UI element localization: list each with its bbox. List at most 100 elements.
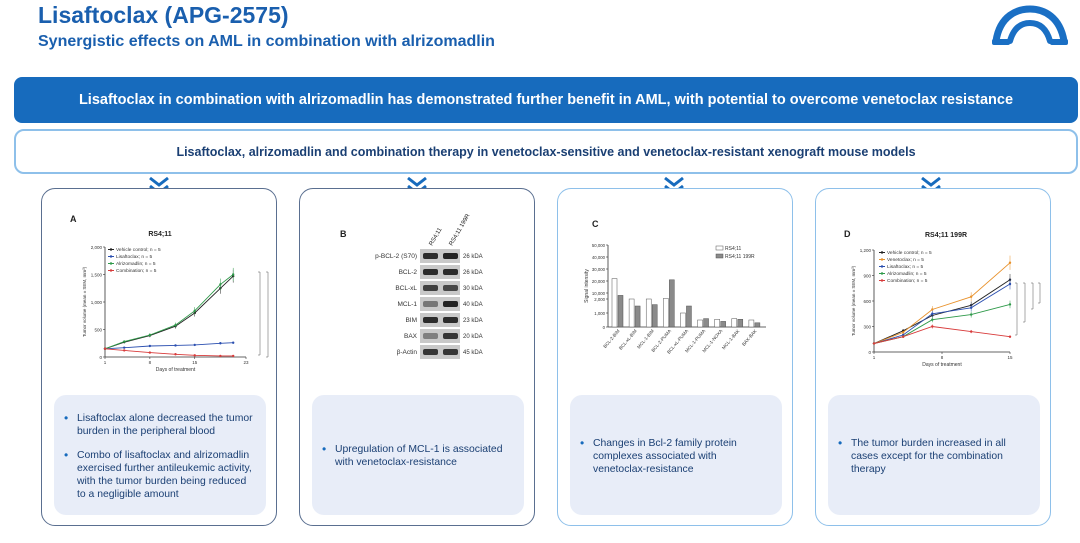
significance-bracket <box>258 271 261 356</box>
data-point <box>931 312 934 315</box>
y-tick-label: 1,000 <box>91 300 103 305</box>
data-point <box>174 344 177 347</box>
legend-marker <box>880 272 884 275</box>
y-tick-label: 10,000 <box>592 291 606 296</box>
blot-band <box>423 349 438 355</box>
blot-kda-label: 45 kDA <box>463 350 483 356</box>
y-tick-label: 300 <box>863 325 871 330</box>
data-point <box>969 295 973 298</box>
bar <box>748 319 755 328</box>
x-axis-label: Days of treatment <box>156 367 196 373</box>
panel-letter-a: A <box>70 214 77 224</box>
y-tick-label: 0 <box>868 350 871 355</box>
blot-column-label: RS4;11 <box>429 226 444 247</box>
blot-row-label: BCL-2 <box>399 269 418 276</box>
bar <box>680 312 686 328</box>
significance-bracket <box>1015 282 1018 336</box>
blot-band <box>423 269 438 275</box>
blot-band <box>443 253 458 259</box>
legend-label: Lisaftoclax; n = 5 <box>116 254 152 260</box>
tumor-volume-chart-rs411: A RS4;11 0 500 1,000 1,500 2,000 1 8 15 23 Days of… <box>70 214 269 373</box>
y-tick-label: 0 <box>99 355 102 360</box>
legend-label: Venetoclax; n = 5 <box>887 257 924 263</box>
panel-c-bullet-1: Changes in Bcl-2 family protein complexe… <box>580 437 772 476</box>
legend-label: RS4;11 199R <box>725 254 755 260</box>
data-point <box>901 331 905 334</box>
panel-a-bullet-2: Combo of lisaftoclax and alrizomadlin ex… <box>64 449 256 501</box>
panel-d-bullet-1: The tumor burden increased in all cases … <box>838 437 1030 476</box>
blot-row-label: β-Actin <box>397 349 418 356</box>
significance-bracket <box>1031 282 1034 310</box>
legend-marker <box>109 255 113 258</box>
bar <box>651 304 658 328</box>
panel-a-notes: Lisaftoclax alone decreased the tumor bu… <box>54 395 266 515</box>
legend-marker <box>109 269 113 272</box>
y-axis-label: Tumor volume (mean ± SEM, mm³) <box>851 265 856 336</box>
page-subtitle: Synergistic effects on AML in combinatio… <box>38 33 495 50</box>
blot-row-label: p-BCL-2 (S70) <box>375 253 417 260</box>
x-axis-label: Days of treatment <box>922 362 962 368</box>
series-line <box>104 275 234 350</box>
panel-b-bullet-1: Upregulation of MCL-1 is associated with… <box>322 443 514 469</box>
y-tick-label: 900 <box>863 274 871 279</box>
data-point <box>193 354 196 357</box>
bar <box>669 279 675 328</box>
data-point <box>193 343 196 347</box>
blot-band <box>443 269 458 275</box>
data-point <box>931 318 934 321</box>
data-point <box>123 346 126 349</box>
study-description-banner: Lisaftoclax, alrizomadlin and combinatio… <box>14 129 1078 174</box>
bar <box>731 318 738 328</box>
legend-marker <box>880 258 884 261</box>
panel-d: D RS4;11 199R 0 300 600 900 1,200 1 8 15 Days of … <box>815 188 1051 526</box>
significance-bracket <box>266 271 269 358</box>
data-point <box>1008 261 1012 264</box>
x-tick-label: 15 <box>192 360 198 365</box>
x-tick-label: MCL-1-BAK <box>721 328 741 351</box>
blot-row-label: BIM <box>405 317 417 324</box>
bar <box>686 305 692 328</box>
legend-label: Lisaftoclax; n = 5 <box>887 264 923 270</box>
data-point <box>969 313 973 316</box>
data-point <box>901 335 905 338</box>
bar <box>634 305 641 328</box>
x-tick-label: BCL-xL-BIM <box>618 328 638 351</box>
legend-label: Alrizomadlin; n = 5 <box>887 271 927 277</box>
x-tick-label: 8 <box>149 360 152 365</box>
legend-marker <box>880 251 884 254</box>
x-tick-label: 15 <box>1007 355 1013 360</box>
blot-strip <box>420 281 460 295</box>
blot-row-label: MCL-1 <box>397 301 417 308</box>
bar <box>754 322 761 328</box>
x-tick-label: 1 <box>873 355 876 360</box>
blot-kda-label: 23 kDA <box>463 318 483 324</box>
legend-label: RS4;11 <box>725 246 742 252</box>
data-point <box>123 349 126 352</box>
blot-band <box>443 317 458 323</box>
panel-b-notes: Upregulation of MCL-1 is associated with… <box>312 395 524 515</box>
data-point <box>969 306 973 309</box>
blot-band <box>443 285 458 291</box>
blot-strip <box>420 249 460 263</box>
data-point <box>1008 303 1012 306</box>
y-tick-label: 30,000 <box>592 267 606 272</box>
data-point <box>148 351 152 354</box>
bar <box>714 319 720 328</box>
panel-letter-c: C <box>592 219 599 229</box>
blot-column-label: RS4;11 199R <box>449 213 472 247</box>
legend-label: Vehicle control; n = 5 <box>116 247 161 253</box>
y-tick-label: 2,000 <box>594 297 605 302</box>
bar <box>628 298 635 328</box>
x-tick-label: BAX-BAK <box>741 328 758 347</box>
blot-kda-label: 26 kDA <box>463 254 483 260</box>
blot-kda-label: 30 kDA <box>463 286 483 292</box>
blot-strip <box>420 313 460 327</box>
bar <box>617 295 624 328</box>
significance-bracket <box>1023 282 1026 323</box>
blot-band <box>423 285 438 291</box>
bar <box>611 278 618 328</box>
y-tick-label: 20,000 <box>592 279 606 284</box>
y-tick-label: 50,000 <box>592 243 606 248</box>
legend-swatch <box>715 253 724 259</box>
